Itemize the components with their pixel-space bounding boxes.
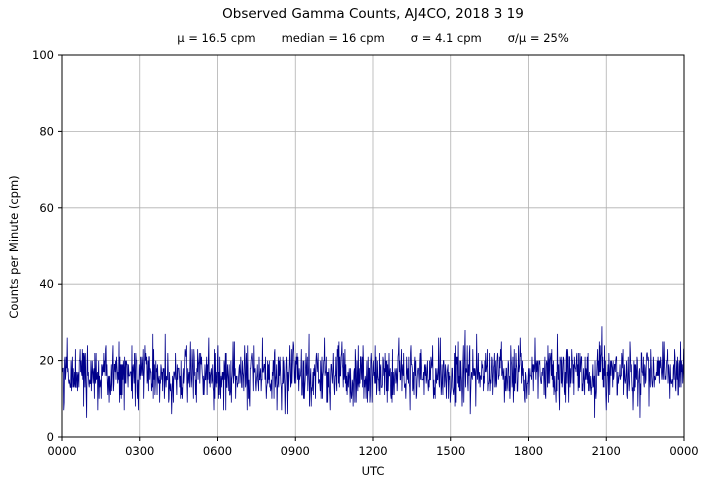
axis-ticks bbox=[58, 54, 685, 441]
y-tick-label: 20 bbox=[39, 354, 54, 368]
x-tick-label: 0300 bbox=[125, 444, 154, 458]
y-tick-label: 0 bbox=[47, 430, 54, 444]
tick-labels: 0 20 40 60 80 100 0000 0300 0600 0900 1200 1500 1800… bbox=[32, 48, 699, 458]
x-tick-label: 1200 bbox=[358, 444, 387, 458]
x-tick-label: 0000 bbox=[47, 444, 76, 458]
stat-median: median = 16 cpm bbox=[281, 31, 385, 45]
chart-stats-line: μ = 16.5 cpm median = 16 cpm σ = 4.1 cpm… bbox=[62, 31, 684, 45]
x-tick-label: 1800 bbox=[514, 444, 543, 458]
stat-sigma: σ = 4.1 cpm bbox=[410, 31, 482, 45]
plot-border bbox=[61, 54, 685, 438]
y-tick-label: 80 bbox=[39, 124, 54, 138]
x-axis-label: UTC bbox=[361, 464, 385, 478]
chart-title: Observed Gamma Counts, AJ4CO, 2018 3 19 bbox=[222, 6, 524, 22]
gamma-counts-polyline bbox=[61, 326, 684, 418]
stat-sigma-over-mean: σ/μ = 25% bbox=[507, 31, 569, 45]
stat-mean: μ = 16.5 cpm bbox=[177, 31, 256, 45]
y-tick-label: 100 bbox=[32, 48, 54, 62]
x-tick-label: 2100 bbox=[592, 444, 621, 458]
x-tick-label: 1500 bbox=[436, 444, 465, 458]
x-tick-label: 0900 bbox=[281, 444, 310, 458]
y-axis-label: Counts per Minute (cpm) bbox=[7, 175, 21, 319]
data-series-line bbox=[61, 326, 684, 418]
x-tick-label: 0600 bbox=[203, 444, 232, 458]
y-tick-label: 60 bbox=[39, 201, 54, 215]
y-tick-label: 40 bbox=[39, 277, 54, 291]
x-tick-label: 0000 bbox=[669, 444, 698, 458]
